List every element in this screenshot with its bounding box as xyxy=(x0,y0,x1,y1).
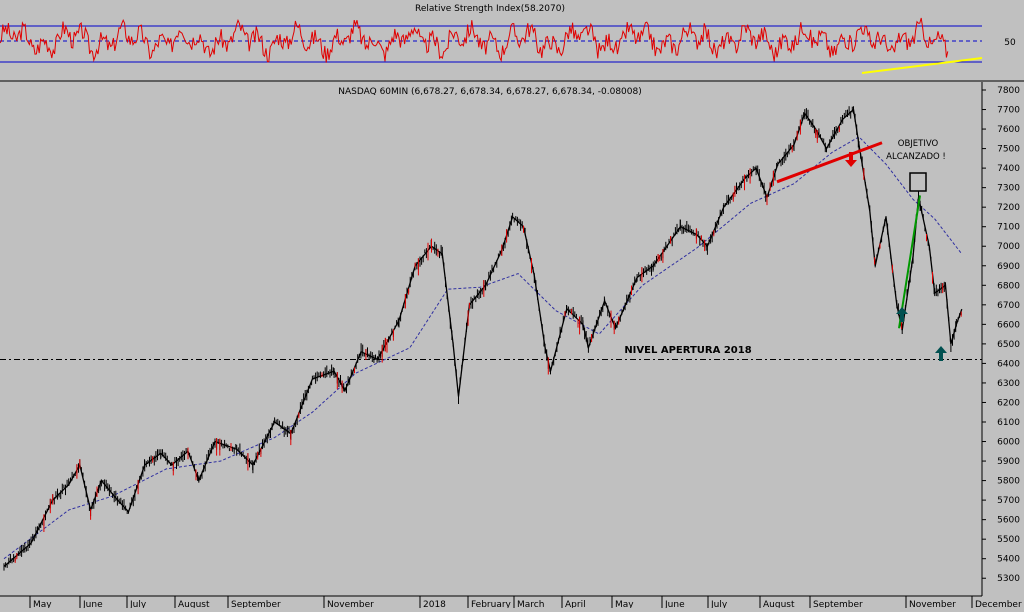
objetivo-line2: ALCANZADO ! xyxy=(886,152,946,162)
y-tick-label: 6000 xyxy=(997,438,1020,448)
y-tick-label: 7000 xyxy=(997,242,1020,252)
green-target-line xyxy=(898,195,921,329)
x-tick-label: November xyxy=(909,600,956,608)
y-tick-label: 6500 xyxy=(997,340,1020,350)
y-tick-label: 6200 xyxy=(997,398,1020,408)
arrow-head xyxy=(935,346,947,353)
y-tick-label: 5400 xyxy=(997,555,1020,565)
y-tick-label: 7700 xyxy=(997,106,1020,116)
x-tick-label: March xyxy=(517,600,544,608)
rsi-title: Relative Strength Index(58.2070) xyxy=(415,4,565,14)
rsi-yellow-trendline xyxy=(861,57,983,74)
up-arrow-1 xyxy=(896,307,908,322)
red-bar-marks xyxy=(14,119,962,563)
y-tick-label: 7600 xyxy=(997,125,1020,135)
price-title: NASDAQ 60MIN (6,678.27, 6,678.34, 6,678.… xyxy=(338,87,641,97)
y-tick-label: 5600 xyxy=(997,516,1020,526)
x-tick-label: August xyxy=(178,600,210,608)
moving-average-line xyxy=(3,136,963,560)
rsi-tick-50: 50 xyxy=(1004,38,1016,48)
x-tick-label: May xyxy=(615,600,634,608)
y-tick-label: 5500 xyxy=(997,535,1020,545)
y-tick-label: 5300 xyxy=(997,574,1020,584)
arrow-shaft xyxy=(939,353,943,361)
x-tick-label: August xyxy=(763,600,795,608)
y-tick-label: 6800 xyxy=(997,281,1020,291)
y-tick-label: 6700 xyxy=(997,301,1020,311)
x-tick-label: September xyxy=(231,600,281,608)
y-tick-label: 6600 xyxy=(997,320,1020,330)
x-tick-label: February xyxy=(471,600,512,608)
y-tick-label: 5700 xyxy=(997,496,1020,506)
y-axis-ticks: 5300 5400 5500 5600 5700 5800 5900 6000 6100 6200… xyxy=(982,86,1020,584)
red-down-arrow xyxy=(845,152,857,167)
price-bars xyxy=(3,106,962,571)
y-tick-label: 7100 xyxy=(997,223,1020,233)
x-tick-label: June xyxy=(82,600,103,608)
x-tick-label: April xyxy=(565,600,586,608)
y-tick-label: 7200 xyxy=(997,203,1020,213)
target-box xyxy=(909,172,927,192)
x-tick-label: September xyxy=(813,600,863,608)
y-tick-label: 7800 xyxy=(997,86,1020,96)
y-tick-label: 7400 xyxy=(997,164,1020,174)
x-tick-label: July xyxy=(129,600,147,608)
arrow-shaft xyxy=(849,152,853,160)
x-tick-label: June xyxy=(664,600,685,608)
y-tick-label: 6400 xyxy=(997,359,1020,369)
x-tick-label: November xyxy=(327,600,374,608)
y-tick-label: 7500 xyxy=(997,145,1020,155)
price-series-line xyxy=(3,108,963,567)
y-tick-label: 6100 xyxy=(997,418,1020,428)
x-tick-label: July xyxy=(710,600,728,608)
rsi-levels xyxy=(0,25,982,63)
x-tick-label: 2018 xyxy=(423,600,446,608)
y-tick-label: 5900 xyxy=(997,457,1020,467)
rsi-series-line xyxy=(0,17,949,63)
y-tick-label: 6300 xyxy=(997,379,1020,389)
red-trendline xyxy=(776,141,883,184)
nivel-apertura-label: NIVEL APERTURA 2018 xyxy=(624,345,751,356)
y-tick-label: 7300 xyxy=(997,184,1020,194)
arrow-head xyxy=(896,307,908,314)
up-arrow-2 xyxy=(935,346,947,361)
x-axis-ticks: May June July August September November 2018 Fe… xyxy=(29,596,1022,610)
arrow-head xyxy=(845,160,857,167)
arrow-shaft xyxy=(900,314,904,322)
x-tick-label: December xyxy=(975,600,1022,608)
objetivo-line1: OBJETIVO xyxy=(898,139,939,149)
x-tick-label: May xyxy=(33,600,52,608)
y-tick-label: 6900 xyxy=(997,262,1020,272)
y-tick-label: 5800 xyxy=(997,477,1020,487)
